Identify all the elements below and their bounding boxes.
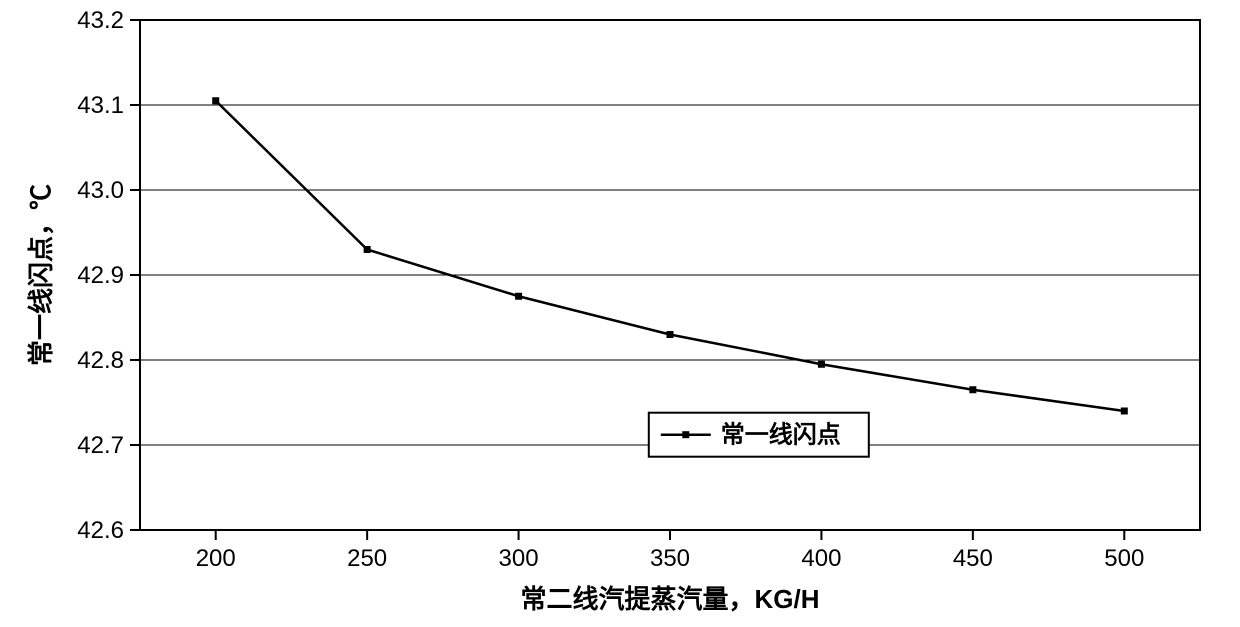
data-marker	[667, 331, 674, 338]
x-tick-label: 450	[953, 545, 993, 572]
legend-sample-marker	[682, 431, 689, 438]
x-tick-label: 200	[196, 545, 236, 572]
x-tick-label: 250	[347, 545, 387, 572]
data-marker	[818, 361, 825, 368]
data-marker	[1121, 408, 1128, 415]
x-axis-label: 常二线汽提蒸汽量，KG/H	[520, 584, 819, 614]
legend-label: 常一线闪点	[721, 422, 841, 449]
y-axis-label: 常一线闪点，℃	[26, 184, 56, 366]
data-marker	[212, 97, 219, 104]
data-marker	[969, 386, 976, 393]
x-tick-label: 350	[650, 545, 690, 572]
series-line	[216, 101, 1125, 411]
y-tick-label: 43.1	[77, 92, 124, 119]
y-tick-label: 42.8	[77, 347, 124, 374]
data-marker	[515, 293, 522, 300]
y-tick-label: 42.9	[77, 262, 124, 289]
chart-container: 200 250 300 350 400 450 500 42.6 42.7 42.8 42.9 43.…	[0, 0, 1240, 627]
line-chart: 200 250 300 350 400 450 500 42.6 42.7 42.8 42.9 43.…	[0, 0, 1240, 627]
y-tick-label: 42.7	[77, 432, 124, 459]
x-tick-label: 500	[1104, 545, 1144, 572]
data-marker	[364, 246, 371, 253]
x-tick-label: 400	[801, 545, 841, 572]
y-tick-label: 42.6	[77, 517, 124, 544]
y-tick-label: 43.2	[77, 7, 124, 34]
y-tick-label: 43.0	[77, 177, 124, 204]
x-tick-label: 300	[499, 545, 539, 572]
